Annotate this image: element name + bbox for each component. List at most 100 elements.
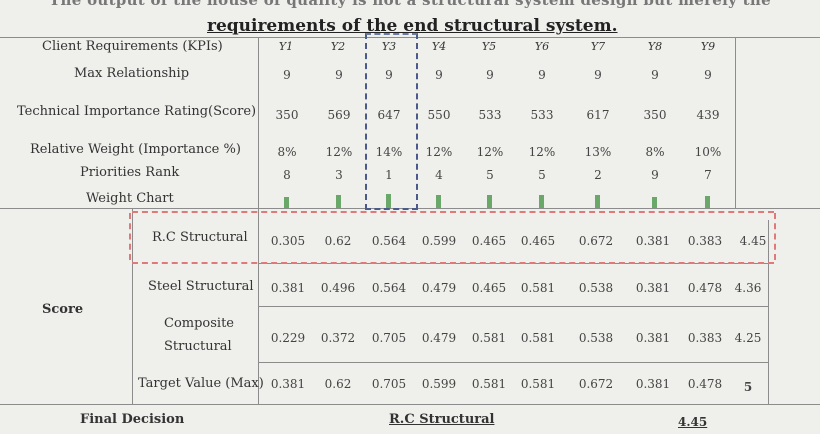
- cell: 12%: [425, 145, 453, 159]
- cell: 0.705: [371, 331, 407, 345]
- cell: 0.538: [578, 281, 614, 295]
- col-header-y1: Y1: [278, 40, 294, 53]
- col-header-y4: Y4: [431, 40, 447, 53]
- rule-right-score: [768, 220, 769, 404]
- total-rc: 4.45: [739, 234, 767, 248]
- cell: 533: [530, 108, 554, 122]
- cell: 350: [643, 108, 667, 122]
- final-decision-value: 4.45: [678, 415, 708, 429]
- cell: 0.381: [270, 377, 306, 391]
- cell: 5: [486, 168, 494, 182]
- cell: 0.564: [371, 281, 407, 295]
- cut-off-sentence: The output of the house of quality is no…: [49, 0, 771, 9]
- col-header-y6: Y6: [534, 40, 550, 53]
- col-header-y7: Y7: [590, 40, 606, 53]
- weight-bar-y3: [386, 194, 391, 208]
- highlight-y3-column: [365, 33, 418, 210]
- cell: 533: [478, 108, 502, 122]
- cell: 439: [696, 108, 720, 122]
- cell: 0.62: [324, 234, 352, 248]
- cell: 8%: [645, 145, 665, 159]
- final-decision-label: Final Decision: [80, 412, 185, 427]
- row-label-max-relationship: Max Relationship: [74, 66, 190, 81]
- cell: 0.496: [320, 281, 356, 295]
- cell: 9: [335, 68, 343, 82]
- final-decision-choice: R.C Structural: [389, 412, 495, 427]
- rule-right-top: [735, 37, 736, 208]
- rule-left: [258, 37, 259, 404]
- cell: 0.672: [578, 377, 614, 391]
- weight-bar-y8: [652, 197, 657, 208]
- rule-top: [0, 37, 820, 38]
- cell: 617: [586, 108, 610, 122]
- rule-row2: [258, 306, 768, 307]
- cell: 4: [435, 168, 443, 182]
- cell: 9: [385, 68, 393, 82]
- cell: 0.381: [635, 234, 671, 248]
- cell: 647: [377, 108, 401, 122]
- cell: 0.581: [520, 331, 556, 345]
- cell: 0.381: [270, 281, 306, 295]
- cell: 12%: [476, 145, 504, 159]
- score-row-label-steel: Steel Structural: [148, 279, 254, 294]
- highlight-rc-right: [774, 213, 776, 260]
- score-row-label-composite-2: Structural: [164, 339, 232, 354]
- cell: 0.564: [371, 234, 407, 248]
- cell: 0.478: [687, 281, 723, 295]
- cell: 12%: [325, 145, 353, 159]
- cell: 2: [594, 168, 602, 182]
- cell: 569: [327, 108, 351, 122]
- cell: 0.381: [635, 331, 671, 345]
- score-row-label-rc: R.C Structural: [152, 230, 248, 245]
- cell: 0.581: [471, 331, 507, 345]
- highlight-rc-left: [129, 213, 131, 260]
- cell: 5: [538, 168, 546, 182]
- weight-bar-y7: [595, 195, 600, 208]
- section-heading: requirements of the end structural syste…: [207, 16, 618, 36]
- score-row-label-target: Target Value (Max): [138, 376, 264, 391]
- cell: 0.599: [421, 377, 457, 391]
- cell: 0.465: [471, 281, 507, 295]
- rule-bottom: [0, 404, 820, 405]
- col-header-y8: Y8: [647, 40, 663, 53]
- col-header-y3: Y3: [381, 40, 397, 53]
- cell: 9: [704, 68, 712, 82]
- score-label: Score: [42, 302, 84, 317]
- col-header-y2: Y2: [330, 40, 346, 53]
- row-label-tir: Technical Importance Rating(Score): [17, 104, 257, 119]
- cell: 0.672: [578, 234, 614, 248]
- cell: 0.465: [520, 234, 556, 248]
- total-composite: 4.25: [734, 331, 762, 345]
- cell: 0.383: [687, 331, 723, 345]
- row-label-relative-weight: Relative Weight (Importance %): [30, 142, 241, 157]
- cell: 0.305: [270, 234, 306, 248]
- rule-score-col: [132, 208, 133, 404]
- col-header-y9: Y9: [700, 40, 716, 53]
- cell: 8: [283, 168, 291, 182]
- cell: 0.229: [270, 331, 306, 345]
- cell: 0.705: [371, 377, 407, 391]
- cell: 12%: [528, 145, 556, 159]
- cell: 9: [538, 68, 546, 82]
- weight-bar-y9: [705, 196, 710, 208]
- weight-bar-y1: [284, 197, 289, 208]
- cell: 0.62: [324, 377, 352, 391]
- highlight-rc-row: [132, 211, 774, 264]
- cell: 0.381: [635, 281, 671, 295]
- cell: 9: [486, 68, 494, 82]
- cell: 13%: [584, 145, 612, 159]
- cell: 0.381: [635, 377, 671, 391]
- row-label-priorities: Priorities Rank: [80, 165, 180, 180]
- cell: 0.599: [421, 234, 457, 248]
- cell: 0.479: [421, 331, 457, 345]
- cell: 9: [435, 68, 443, 82]
- cell: 0.581: [471, 377, 507, 391]
- score-row-label-composite-1: Composite: [164, 316, 234, 331]
- cell: 0.372: [320, 331, 356, 345]
- weight-bar-y5: [487, 195, 492, 208]
- total-steel: 4.36: [734, 281, 762, 295]
- weight-bar-y6: [539, 195, 544, 208]
- cell: 9: [651, 68, 659, 82]
- cell: 3: [335, 168, 343, 182]
- rule-row3: [258, 362, 768, 363]
